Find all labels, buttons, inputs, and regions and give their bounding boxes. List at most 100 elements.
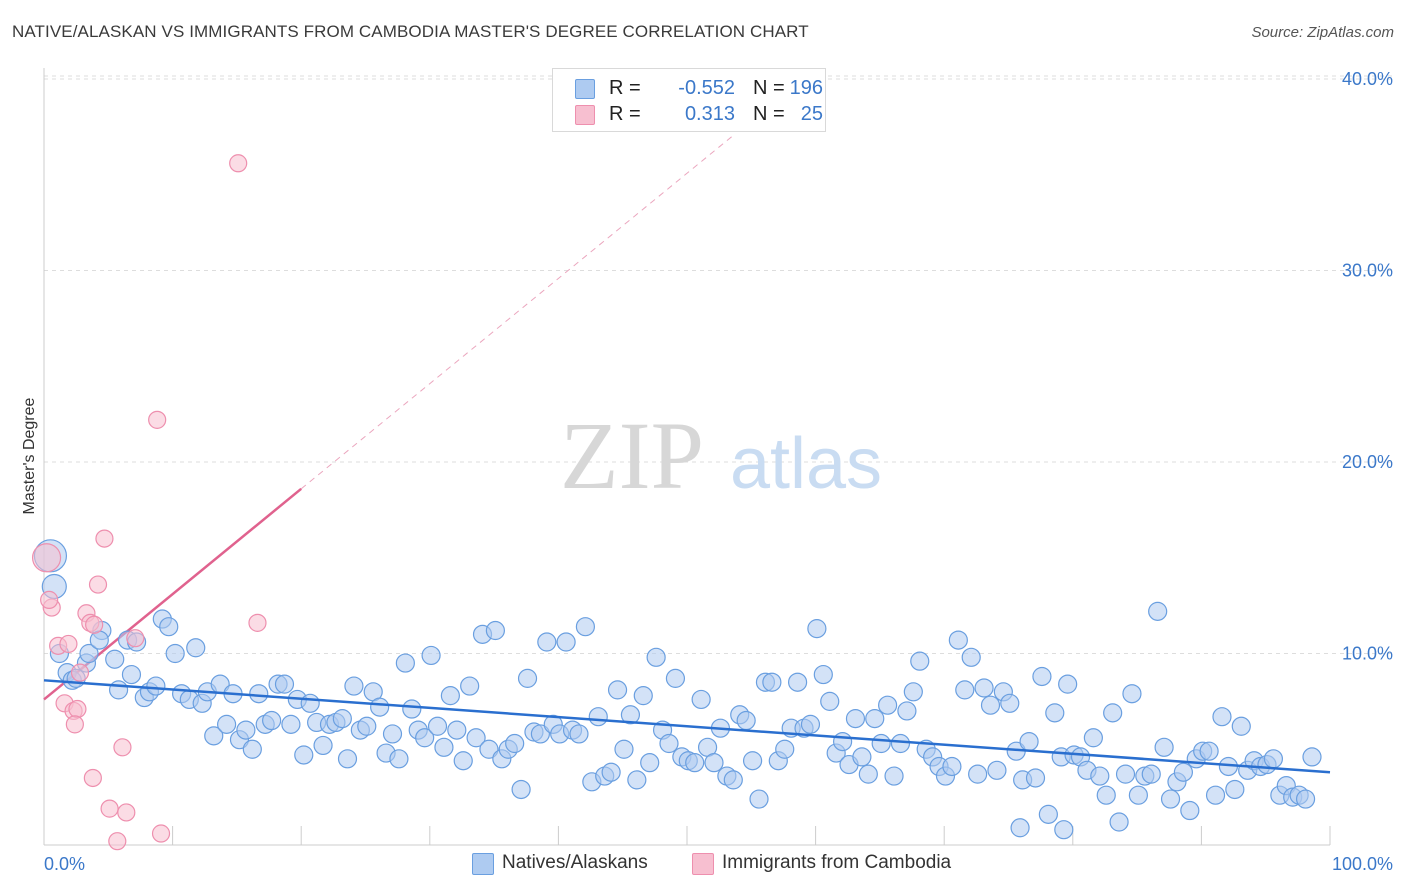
natives-point	[429, 717, 447, 735]
natives-point	[301, 694, 319, 712]
natives-point	[454, 752, 472, 770]
natives-point	[859, 765, 877, 783]
natives-point	[724, 771, 742, 789]
natives-point	[737, 712, 755, 730]
natives-point	[403, 700, 421, 718]
natives-point	[634, 687, 652, 705]
cambodia-point	[86, 616, 103, 633]
natives-point	[609, 681, 627, 699]
cambodia-point	[101, 800, 118, 817]
natives-point	[570, 725, 588, 743]
cambodia-point	[41, 591, 58, 608]
natives-point	[576, 618, 594, 636]
natives-point	[295, 746, 313, 764]
natives-point	[1117, 765, 1135, 783]
natives-point	[506, 735, 524, 753]
legend-n-value: 25	[787, 103, 823, 126]
natives-point	[885, 767, 903, 785]
cambodia-point	[84, 769, 101, 786]
natives-point	[557, 633, 575, 651]
cambodia-points	[33, 155, 266, 850]
x-tick-label: 100.0%	[1332, 854, 1393, 874]
correlation-legend: R = -0.552 N = 196 R = 0.313 N = 25	[552, 68, 826, 132]
cambodia-point	[149, 411, 166, 428]
natives-point	[969, 765, 987, 783]
cambodia-point	[230, 155, 247, 172]
natives-point	[1264, 750, 1282, 768]
cambodia-point	[60, 635, 77, 652]
bottom-legend-swatch-natives	[472, 853, 494, 875]
cambodia-point	[72, 664, 89, 681]
natives-point	[744, 752, 762, 770]
cambodia-point	[153, 825, 170, 842]
natives-point	[1046, 704, 1064, 722]
cambodia-point	[96, 530, 113, 547]
natives-point	[943, 757, 961, 775]
natives-point	[282, 715, 300, 733]
watermark-atlas: atlas	[730, 424, 882, 504]
y-tick-label: 20.0%	[1342, 452, 1393, 472]
bottom-legend-label-cambodia: Immigrants from Cambodia	[722, 852, 951, 874]
natives-point	[1084, 729, 1102, 747]
x-tick-label: 0.0%	[44, 854, 85, 874]
natives-point	[911, 652, 929, 670]
natives-point	[1303, 748, 1321, 766]
cambodia-point	[109, 833, 126, 850]
natives-point	[686, 754, 704, 772]
natives-point	[314, 736, 332, 754]
natives-point	[1155, 738, 1173, 756]
scatter-chart: ZIP atlas 10.0%20.0%30.0%40.0%0.0% 100.0%…	[0, 0, 1406, 892]
bottom-legend-swatch-cambodia	[692, 853, 714, 875]
natives-point	[187, 639, 205, 657]
natives-point	[1142, 765, 1160, 783]
y-tick-label: 30.0%	[1342, 261, 1393, 281]
natives-point	[435, 738, 453, 756]
natives-point	[538, 633, 556, 651]
natives-point	[1055, 821, 1073, 839]
natives-point	[333, 710, 351, 728]
natives-point	[106, 650, 124, 668]
natives-point	[647, 648, 665, 666]
natives-point	[390, 750, 408, 768]
natives-point	[1091, 767, 1109, 785]
natives-point	[160, 618, 178, 636]
natives-point	[250, 685, 268, 703]
natives-point	[338, 750, 356, 768]
natives-point	[666, 669, 684, 687]
natives-point	[821, 692, 839, 710]
natives-point	[1174, 763, 1192, 781]
natives-point	[1011, 819, 1029, 837]
natives-point	[263, 712, 281, 730]
legend-r-value: 0.313	[647, 103, 735, 126]
natives-point	[243, 740, 261, 758]
natives-point	[110, 681, 128, 699]
natives-point	[371, 698, 389, 716]
natives-points	[34, 540, 1321, 839]
natives-point	[1110, 813, 1128, 831]
natives-point	[396, 654, 414, 672]
natives-point	[879, 696, 897, 714]
natives-point	[705, 754, 723, 772]
legend-swatch-cambodia	[575, 105, 595, 125]
natives-point	[1200, 742, 1218, 760]
watermark-zip: ZIP	[560, 402, 704, 509]
natives-point	[122, 666, 140, 684]
natives-point	[345, 677, 363, 695]
natives-point	[1097, 786, 1115, 804]
natives-point	[750, 790, 768, 808]
natives-point	[615, 740, 633, 758]
natives-point	[1232, 717, 1250, 735]
natives-point	[1027, 769, 1045, 787]
natives-point	[1162, 790, 1180, 808]
natives-point	[1033, 667, 1051, 685]
natives-point	[866, 710, 884, 728]
natives-point	[275, 675, 293, 693]
cambodia-point	[69, 701, 86, 718]
natives-point	[1129, 786, 1147, 804]
cambodia-point	[118, 804, 135, 821]
legend-r-label: R =	[609, 77, 641, 100]
natives-point	[1226, 780, 1244, 798]
natives-point	[1059, 675, 1077, 693]
natives-point	[519, 669, 537, 687]
natives-point	[1104, 704, 1122, 722]
